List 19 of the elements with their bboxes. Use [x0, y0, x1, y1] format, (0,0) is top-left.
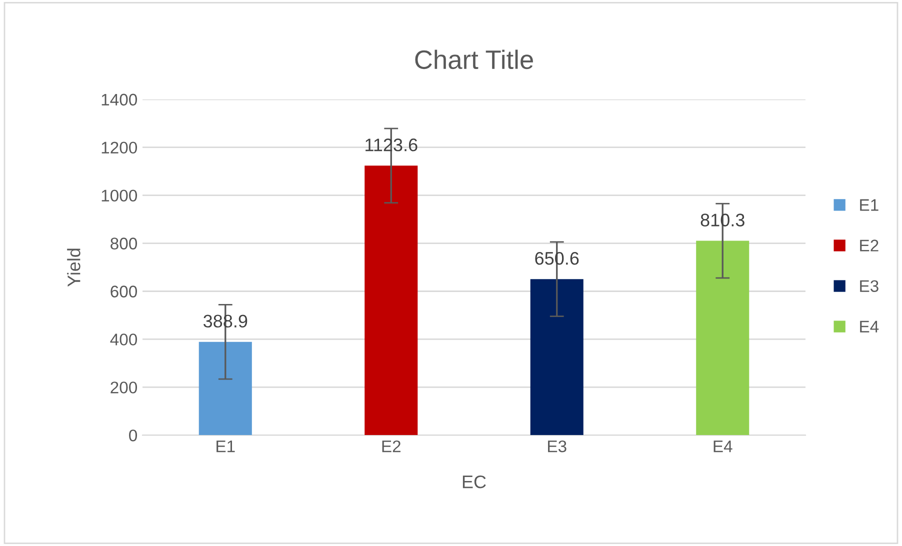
- y-tick-label: 800: [110, 238, 138, 250]
- legend-label: E3: [860, 280, 878, 292]
- x-tick-label: E1: [216, 440, 235, 452]
- x-axis-title: EC: [462, 475, 486, 488]
- legend-label: E1: [860, 199, 878, 211]
- legend-label: E4: [860, 320, 879, 332]
- y-tick-label: 400: [110, 334, 138, 346]
- x-tick-label: E4: [714, 440, 732, 452]
- y-tick-label: 200: [110, 382, 138, 394]
- y-tick-label: 1200: [102, 142, 138, 154]
- y-tick-label: 1000: [102, 190, 138, 202]
- y-tick-label: 0: [129, 430, 138, 442]
- chart-title: Chart Title: [415, 50, 533, 70]
- y-axis-title: Yield: [67, 248, 80, 287]
- x-tick-label: E3: [548, 440, 566, 452]
- x-tick-label: E2: [382, 440, 400, 452]
- legend-label: E2: [860, 240, 878, 252]
- y-tick-label: 600: [110, 286, 138, 298]
- y-tick-label: 1400: [102, 94, 138, 106]
